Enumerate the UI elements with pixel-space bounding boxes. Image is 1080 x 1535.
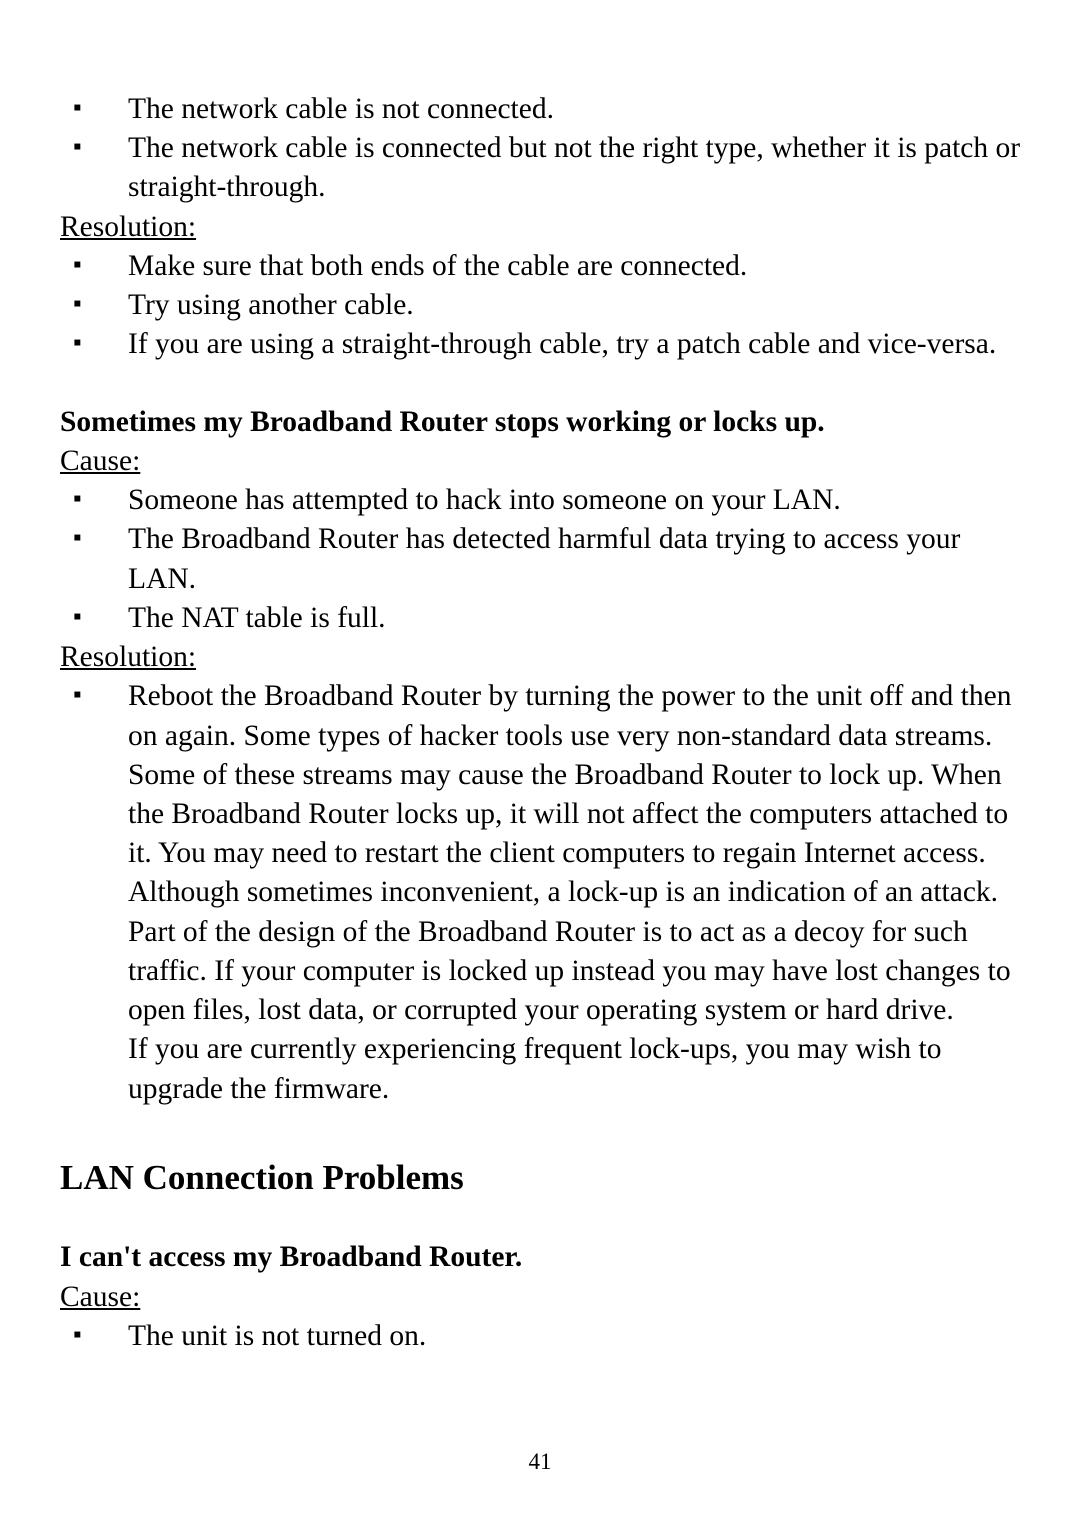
cause-label-2: Cause:: [60, 1278, 1025, 1317]
mid-title: Sometimes my Broadband Router stops work…: [60, 403, 1025, 442]
cause-label: Cause:: [60, 442, 1025, 481]
list-item: The network cable is connected but not t…: [60, 129, 1025, 207]
mid-resolution-bullets: Reboot the Broadband Router by turning t…: [60, 677, 1025, 873]
lan-cause-bullets: The unit is not turned on.: [60, 1317, 1025, 1356]
list-item: Try using another cable.: [60, 286, 1025, 325]
resolution-label: Resolution:: [60, 208, 1025, 247]
resolution-paragraph: Although sometimes inconvenient, a lock-…: [60, 873, 1025, 1030]
list-item: The unit is not turned on.: [60, 1317, 1025, 1356]
page-number: 41: [0, 1449, 1080, 1475]
list-item: The NAT table is full.: [60, 599, 1025, 638]
list-item: Reboot the Broadband Router by turning t…: [60, 677, 1025, 873]
list-item: The network cable is not connected.: [60, 90, 1025, 129]
top-bullets-b: Make sure that both ends of the cable ar…: [60, 247, 1025, 365]
mid-cause-bullets: Someone has attempted to hack into someo…: [60, 481, 1025, 638]
list-item: The Broadband Router has detected harmfu…: [60, 520, 1025, 598]
list-item: Someone has attempted to hack into someo…: [60, 481, 1025, 520]
top-bullets-a: The network cable is not connected. The …: [60, 90, 1025, 208]
lan-heading: LAN Connection Problems: [60, 1155, 1025, 1201]
lan-subtitle: I can't access my Broadband Router.: [60, 1238, 1025, 1277]
list-item: If you are using a straight-through cabl…: [60, 325, 1025, 364]
resolution-label-2: Resolution:: [60, 638, 1025, 677]
document-page: The network cable is not connected. The …: [0, 0, 1080, 1535]
list-item: Make sure that both ends of the cable ar…: [60, 247, 1025, 286]
resolution-paragraph: If you are currently experiencing freque…: [60, 1030, 1025, 1108]
